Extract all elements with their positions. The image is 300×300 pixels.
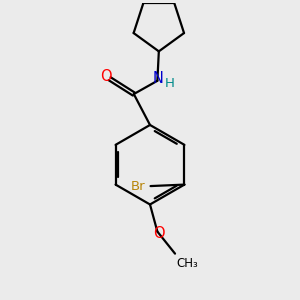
- Text: Br: Br: [130, 180, 145, 193]
- Text: H: H: [165, 77, 175, 90]
- Text: CH₃: CH₃: [176, 257, 198, 270]
- Text: O: O: [153, 226, 165, 241]
- Text: N: N: [152, 71, 164, 86]
- Text: O: O: [100, 69, 112, 84]
